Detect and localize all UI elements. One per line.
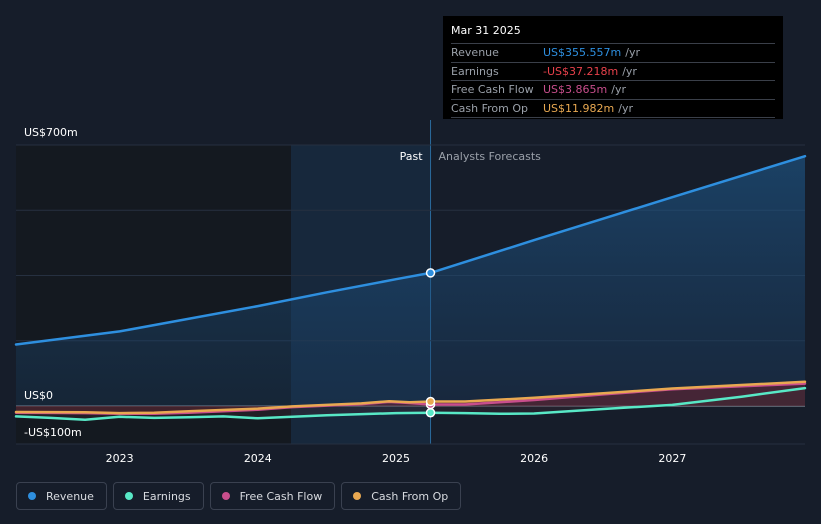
x-axis-tick-label: 2023 <box>106 452 134 465</box>
chart-legend: Revenue Earnings Free Cash Flow Cash Fro… <box>16 482 462 510</box>
y-axis-label: US$700m <box>24 126 78 139</box>
legend-dot-icon <box>353 492 362 500</box>
tooltip-row-earnings: Earnings -US$37.218m /yr <box>451 61 775 81</box>
x-axis-tick-label: 2024 <box>244 452 272 465</box>
highlight-point-revenue <box>425 268 436 278</box>
legend-label: Cash From Op <box>371 489 449 503</box>
tooltip-unit: /yr <box>622 64 637 78</box>
tooltip-label: Earnings <box>451 64 499 78</box>
legend-dot-icon <box>28 492 36 500</box>
y-axis-label: US$0 <box>24 389 53 402</box>
highlight-point-cash-from-op <box>425 396 436 407</box>
tooltip-row-revenue: Revenue US$355.557m /yr <box>451 43 775 62</box>
tooltip-unit: /yr <box>611 83 626 97</box>
legend-label: Earnings <box>142 489 191 503</box>
tooltip-value: -US$37.218m <box>543 64 619 78</box>
legend-item-cash-from-op[interactable]: Cash From Op <box>341 482 462 510</box>
highlight-point-earnings <box>425 407 436 418</box>
series-line-earnings <box>14 386 807 422</box>
tooltip-label: Revenue <box>451 46 499 60</box>
legend-label: Revenue <box>46 489 94 503</box>
data-tooltip: Mar 31 2025 Revenue US$355.557m /yr Earn… <box>443 16 783 119</box>
legend-item-earnings[interactable]: Earnings <box>112 482 204 510</box>
tooltip-row-cash-from-op: Cash From Op US$11.982m /yr <box>451 98 775 118</box>
cash-area <box>16 381 805 414</box>
legend-dot-icon <box>221 492 230 500</box>
tooltip-unit: /yr <box>618 101 633 115</box>
forecast-label: Analysts Forecasts <box>439 150 542 163</box>
x-axis-tick-label: 2026 <box>520 452 548 465</box>
past-label: Past <box>400 150 424 163</box>
tooltip-row-free-cash-flow: Free Cash Flow US$3.865m /yr <box>451 80 775 99</box>
tooltip-value: US$11.982m <box>543 101 615 115</box>
tooltip-date: Mar 31 2025 <box>451 24 521 37</box>
tooltip-value: US$355.557m <box>543 46 622 60</box>
legend-item-free-cash-flow[interactable]: Free Cash Flow <box>209 482 336 510</box>
x-axis-tick-label: 2025 <box>382 452 410 465</box>
tooltip-unit: /yr <box>625 46 640 60</box>
tooltip-label: Cash From Op <box>451 101 529 115</box>
tooltip-value: US$3.865m <box>543 83 608 97</box>
series-line-cash-from-op <box>14 380 807 415</box>
revenue-area <box>16 156 805 406</box>
x-axis-tick-label: 2027 <box>658 452 686 465</box>
tooltip-label: Free Cash Flow <box>451 83 534 97</box>
series-line-revenue <box>14 154 807 346</box>
legend-dot-icon <box>124 492 133 500</box>
legend-label: Free Cash Flow <box>239 489 323 503</box>
y-axis-label: -US$100m <box>24 426 82 439</box>
legend-item-revenue[interactable]: Revenue <box>16 482 107 510</box>
